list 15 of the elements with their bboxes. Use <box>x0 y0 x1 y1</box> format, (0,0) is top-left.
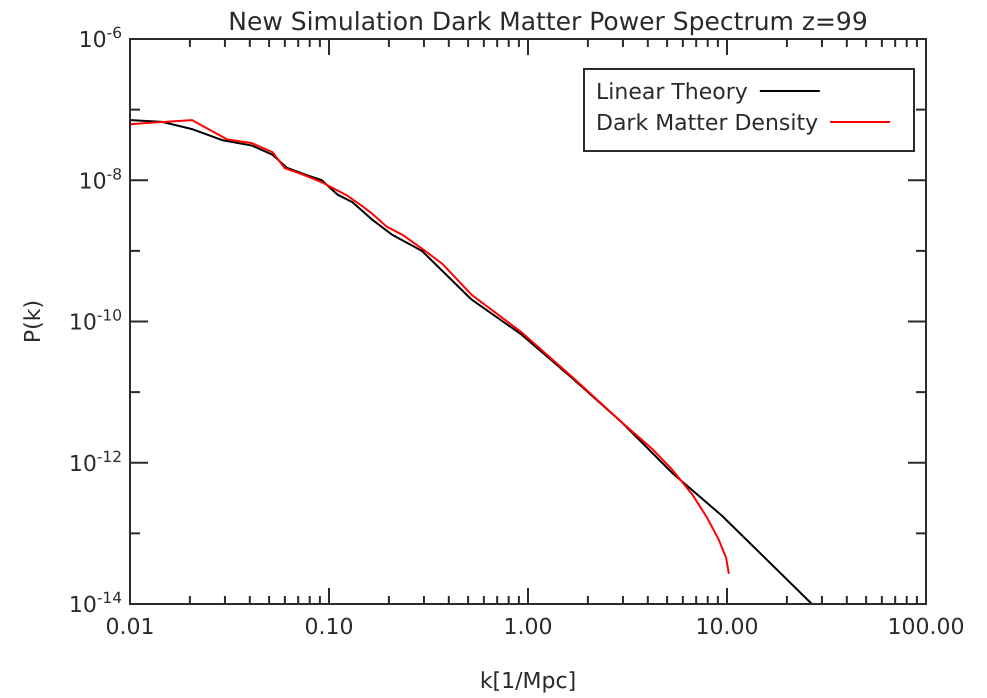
y-tick-label: 10$^{-6}$ <box>78 24 122 53</box>
x-tick-label: 100.00 <box>888 615 964 640</box>
x-tick-label: 0.10 <box>304 615 354 640</box>
legend-label: Dark Matter Density <box>596 111 818 136</box>
y-tick-label: 10$^{-8}$ <box>78 165 122 194</box>
chart-title: New Simulation Dark Matter Power Spectrum z=99 <box>228 7 868 36</box>
x-tick-label: 0.01 <box>106 615 154 640</box>
y-tick-label: 10$^{-14}$ <box>68 589 122 618</box>
x-tick-label: 10.00 <box>696 615 758 640</box>
legend-label: Linear Theory <box>596 80 748 105</box>
x-axis-title: k[1/Mpc] <box>480 669 576 694</box>
y-axis-title: P(k) <box>21 300 46 344</box>
y-tick-label: 10$^{-12}$ <box>68 448 122 477</box>
x-tick-label: 1.00 <box>504 615 552 640</box>
y-tick-label: 10$^{-10}$ <box>68 306 122 336</box>
